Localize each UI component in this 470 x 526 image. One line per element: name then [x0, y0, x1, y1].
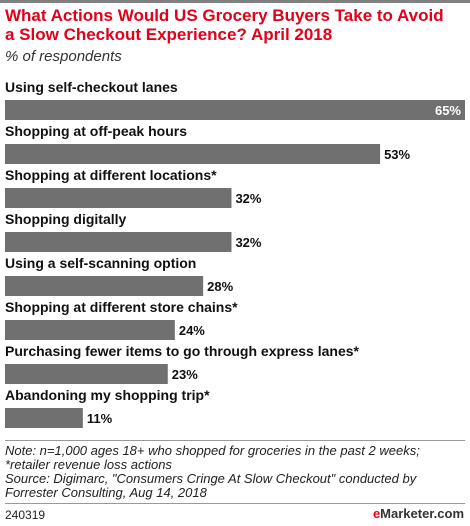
note-line: *retailer revenue loss actions [5, 457, 172, 472]
value-label: 65% [435, 103, 461, 118]
bar [5, 188, 232, 208]
chart-title-line1: What Actions Would US Grocery Buyers Tak… [5, 6, 444, 25]
chart-note: Note: n=1,000 ages 18+ who shopped for g… [5, 444, 467, 500]
category-label: Shopping at different store chains* [5, 299, 238, 315]
separator-bottom [5, 503, 465, 504]
category-label: Shopping at different locations* [5, 167, 217, 183]
separator-top [5, 440, 465, 441]
bar-chart: Using self-checkout lanes 65% Shopping at … [5, 79, 465, 428]
value-label: 24% [179, 323, 205, 338]
source-line: Source: Digimarc, "Consumers Cringe At S… [5, 471, 417, 486]
chart-id: 240319 [5, 508, 46, 522]
category-label: Shopping at off-peak hours [5, 123, 187, 139]
bar [5, 320, 175, 340]
category-label: Using a self-scanning option [5, 255, 196, 271]
chart-title: What Actions Would US Grocery Buyers Tak… [5, 6, 465, 44]
value-label: 23% [172, 367, 198, 382]
note-line: Note: n=1,000 ages 18+ who shopped for g… [5, 443, 420, 458]
brand-suffix: .com [433, 506, 464, 521]
brand-logo: eMarketer.com [373, 506, 464, 521]
category-label: Abandoning my shopping trip* [5, 387, 210, 403]
bar [5, 408, 83, 428]
value-label: 53% [384, 147, 410, 162]
chart-title-line2: a Slow Checkout Experience? April 2018 [5, 25, 333, 44]
bar [5, 232, 232, 252]
value-label: 32% [235, 191, 261, 206]
chart-subtitle: % of respondents [5, 48, 122, 65]
category-label: Shopping digitally [5, 211, 127, 227]
brand-name: Marketer [380, 506, 434, 521]
bar [5, 276, 204, 296]
category-label: Purchasing fewer items to go through exp… [5, 343, 360, 359]
value-label: 11% [87, 411, 113, 426]
top-rule [0, 0, 470, 3]
value-label: 28% [207, 279, 233, 294]
category-label: Using self-checkout lanes [5, 79, 178, 95]
brand-e: e [372, 506, 381, 521]
bar [5, 144, 381, 164]
value-label: 32% [235, 235, 261, 250]
bar [5, 364, 168, 384]
bar [5, 100, 465, 120]
source-line: Forrester Consulting, Aug 14, 2018 [5, 485, 207, 500]
